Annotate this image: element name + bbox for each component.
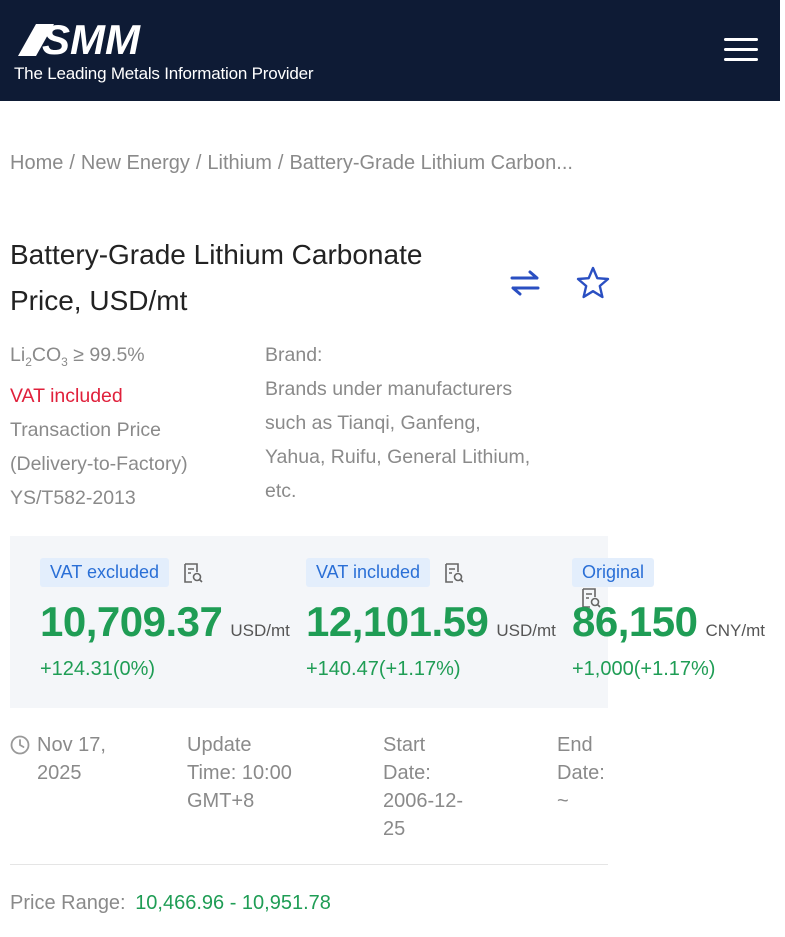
update-line3: GMT+8 [187, 790, 255, 812]
vat-included-note: VAT included [10, 384, 123, 407]
breadcrumb-separator: / [277, 152, 284, 174]
formula-co: CO [31, 344, 62, 366]
price-panel: VAT excluded 10,709.37 USD/mt +124.31(0%)… [10, 536, 765, 708]
svg-text:SMM: SMM [42, 18, 141, 58]
star-outline-icon[interactable] [574, 264, 612, 302]
start-line2: Date: [383, 762, 431, 784]
badge-vat-excluded: VAT excluded [40, 558, 170, 587]
formula-sub-2: 2 [25, 354, 32, 369]
spec-formula: Li2CO3 ≥ 99.5% [10, 338, 250, 379]
end-date: End Date: ~ [557, 731, 605, 815]
price-unit: USD/mt [230, 621, 290, 640]
standard-code: YS/T582-2013 [10, 486, 136, 509]
breadcrumb-home[interactable]: Home [10, 152, 64, 174]
clock-icon [10, 735, 30, 755]
start-date: Start Date: 2006-12- 25 [383, 731, 463, 843]
price-range-label: Price Range: [10, 892, 126, 914]
start-line1: Start [383, 734, 426, 756]
price-vat-included: 12,101.59 USD/mt [306, 598, 556, 646]
breadcrumb: Home / New Energy / Lithium / Battery-Grade Li… [10, 152, 573, 175]
site-tagline: The Leading Metals Information Provider [14, 64, 314, 83]
price-value: 10,709.37 [40, 598, 223, 645]
document-search-icon[interactable] [443, 562, 465, 584]
end-line3: ~ [557, 790, 569, 812]
brand-line3: Yahua, Ruifu, General Lithium, [265, 446, 531, 468]
price-original: 86,150 CNY/mt [572, 598, 765, 646]
brand-line4: etc. [265, 480, 297, 502]
breadcrumb-new-energy[interactable]: New Energy [80, 152, 190, 174]
transaction-line1: Transaction Price [10, 418, 162, 441]
section-divider [10, 864, 608, 865]
price-unit: USD/mt [496, 621, 556, 640]
document-search-icon[interactable] [182, 562, 204, 584]
brand-line2: such as Tianqi, Ganfeng, [265, 412, 481, 434]
price-change: +124.31(0%) [40, 658, 156, 680]
date-line2: 2025 [37, 762, 82, 784]
formula-li: Li [10, 344, 26, 366]
breadcrumb-separator: / [195, 152, 202, 174]
update-time: Update Time: 10:00 GMT+8 [187, 731, 292, 815]
price-change: +1,000(+1.17%) [572, 658, 716, 680]
update-line1: Update [187, 734, 252, 756]
page-title-line1: Battery-Grade Lithium Carbonate [10, 239, 423, 270]
update-line2: Time: 10:00 [187, 762, 292, 784]
start-line3: 2006-12- [383, 790, 464, 812]
end-line1: End [557, 734, 593, 756]
badge-vat-included: VAT included [306, 558, 431, 587]
price-value: 86,150 [572, 598, 698, 645]
badge-original: Original [572, 558, 655, 587]
document-search-icon[interactable] [580, 587, 602, 609]
price-badge-vat-included: VAT included [306, 558, 465, 587]
site-header: SMM The Leading Metals Information Provi… [0, 0, 780, 101]
breadcrumb-separator: / [69, 152, 75, 174]
end-line2: Date: [557, 762, 605, 784]
transaction-line2: (Delivery-to-Factory) [10, 452, 188, 475]
price-vat-excluded: 10,709.37 USD/mt [40, 598, 290, 646]
formula-purity: ≥ 99.5% [67, 344, 145, 366]
price-date: Nov 17, 2025 [37, 731, 106, 787]
brand-info: Brand: Brands under manufacturers such a… [265, 338, 565, 508]
price-change: +140.47(+1.17%) [306, 658, 461, 680]
swap-arrows-icon[interactable] [506, 266, 544, 300]
start-line4: 25 [383, 818, 406, 840]
smm-logo[interactable]: SMM [14, 18, 154, 58]
price-range: Price Range: 10,466.96 - 10,951.78 [10, 892, 331, 915]
breadcrumb-lithium[interactable]: Lithium [207, 152, 272, 174]
page-title-line2: Price, USD/mt [10, 285, 188, 316]
price-badge-original: Original [572, 558, 655, 609]
breadcrumb-current: Battery-Grade Lithium Carbon... [289, 152, 573, 174]
brand-line1: Brands under manufacturers [265, 378, 513, 400]
hamburger-menu-icon[interactable] [724, 38, 758, 64]
brand-label: Brand: [265, 344, 323, 366]
page-title: Battery-Grade Lithium Carbonate Price, U… [10, 232, 490, 324]
date-line1: Nov 17, [37, 734, 106, 756]
price-range-value: 10,466.96 - 10,951.78 [135, 892, 331, 914]
price-badge-vat-excluded: VAT excluded [40, 558, 204, 587]
formula-sub-3: 3 [61, 354, 68, 369]
spec-list: Li2CO3 ≥ 99.5% VAT included Transaction … [10, 338, 250, 515]
price-value: 12,101.59 [306, 598, 489, 645]
price-unit: CNY/mt [705, 621, 765, 640]
